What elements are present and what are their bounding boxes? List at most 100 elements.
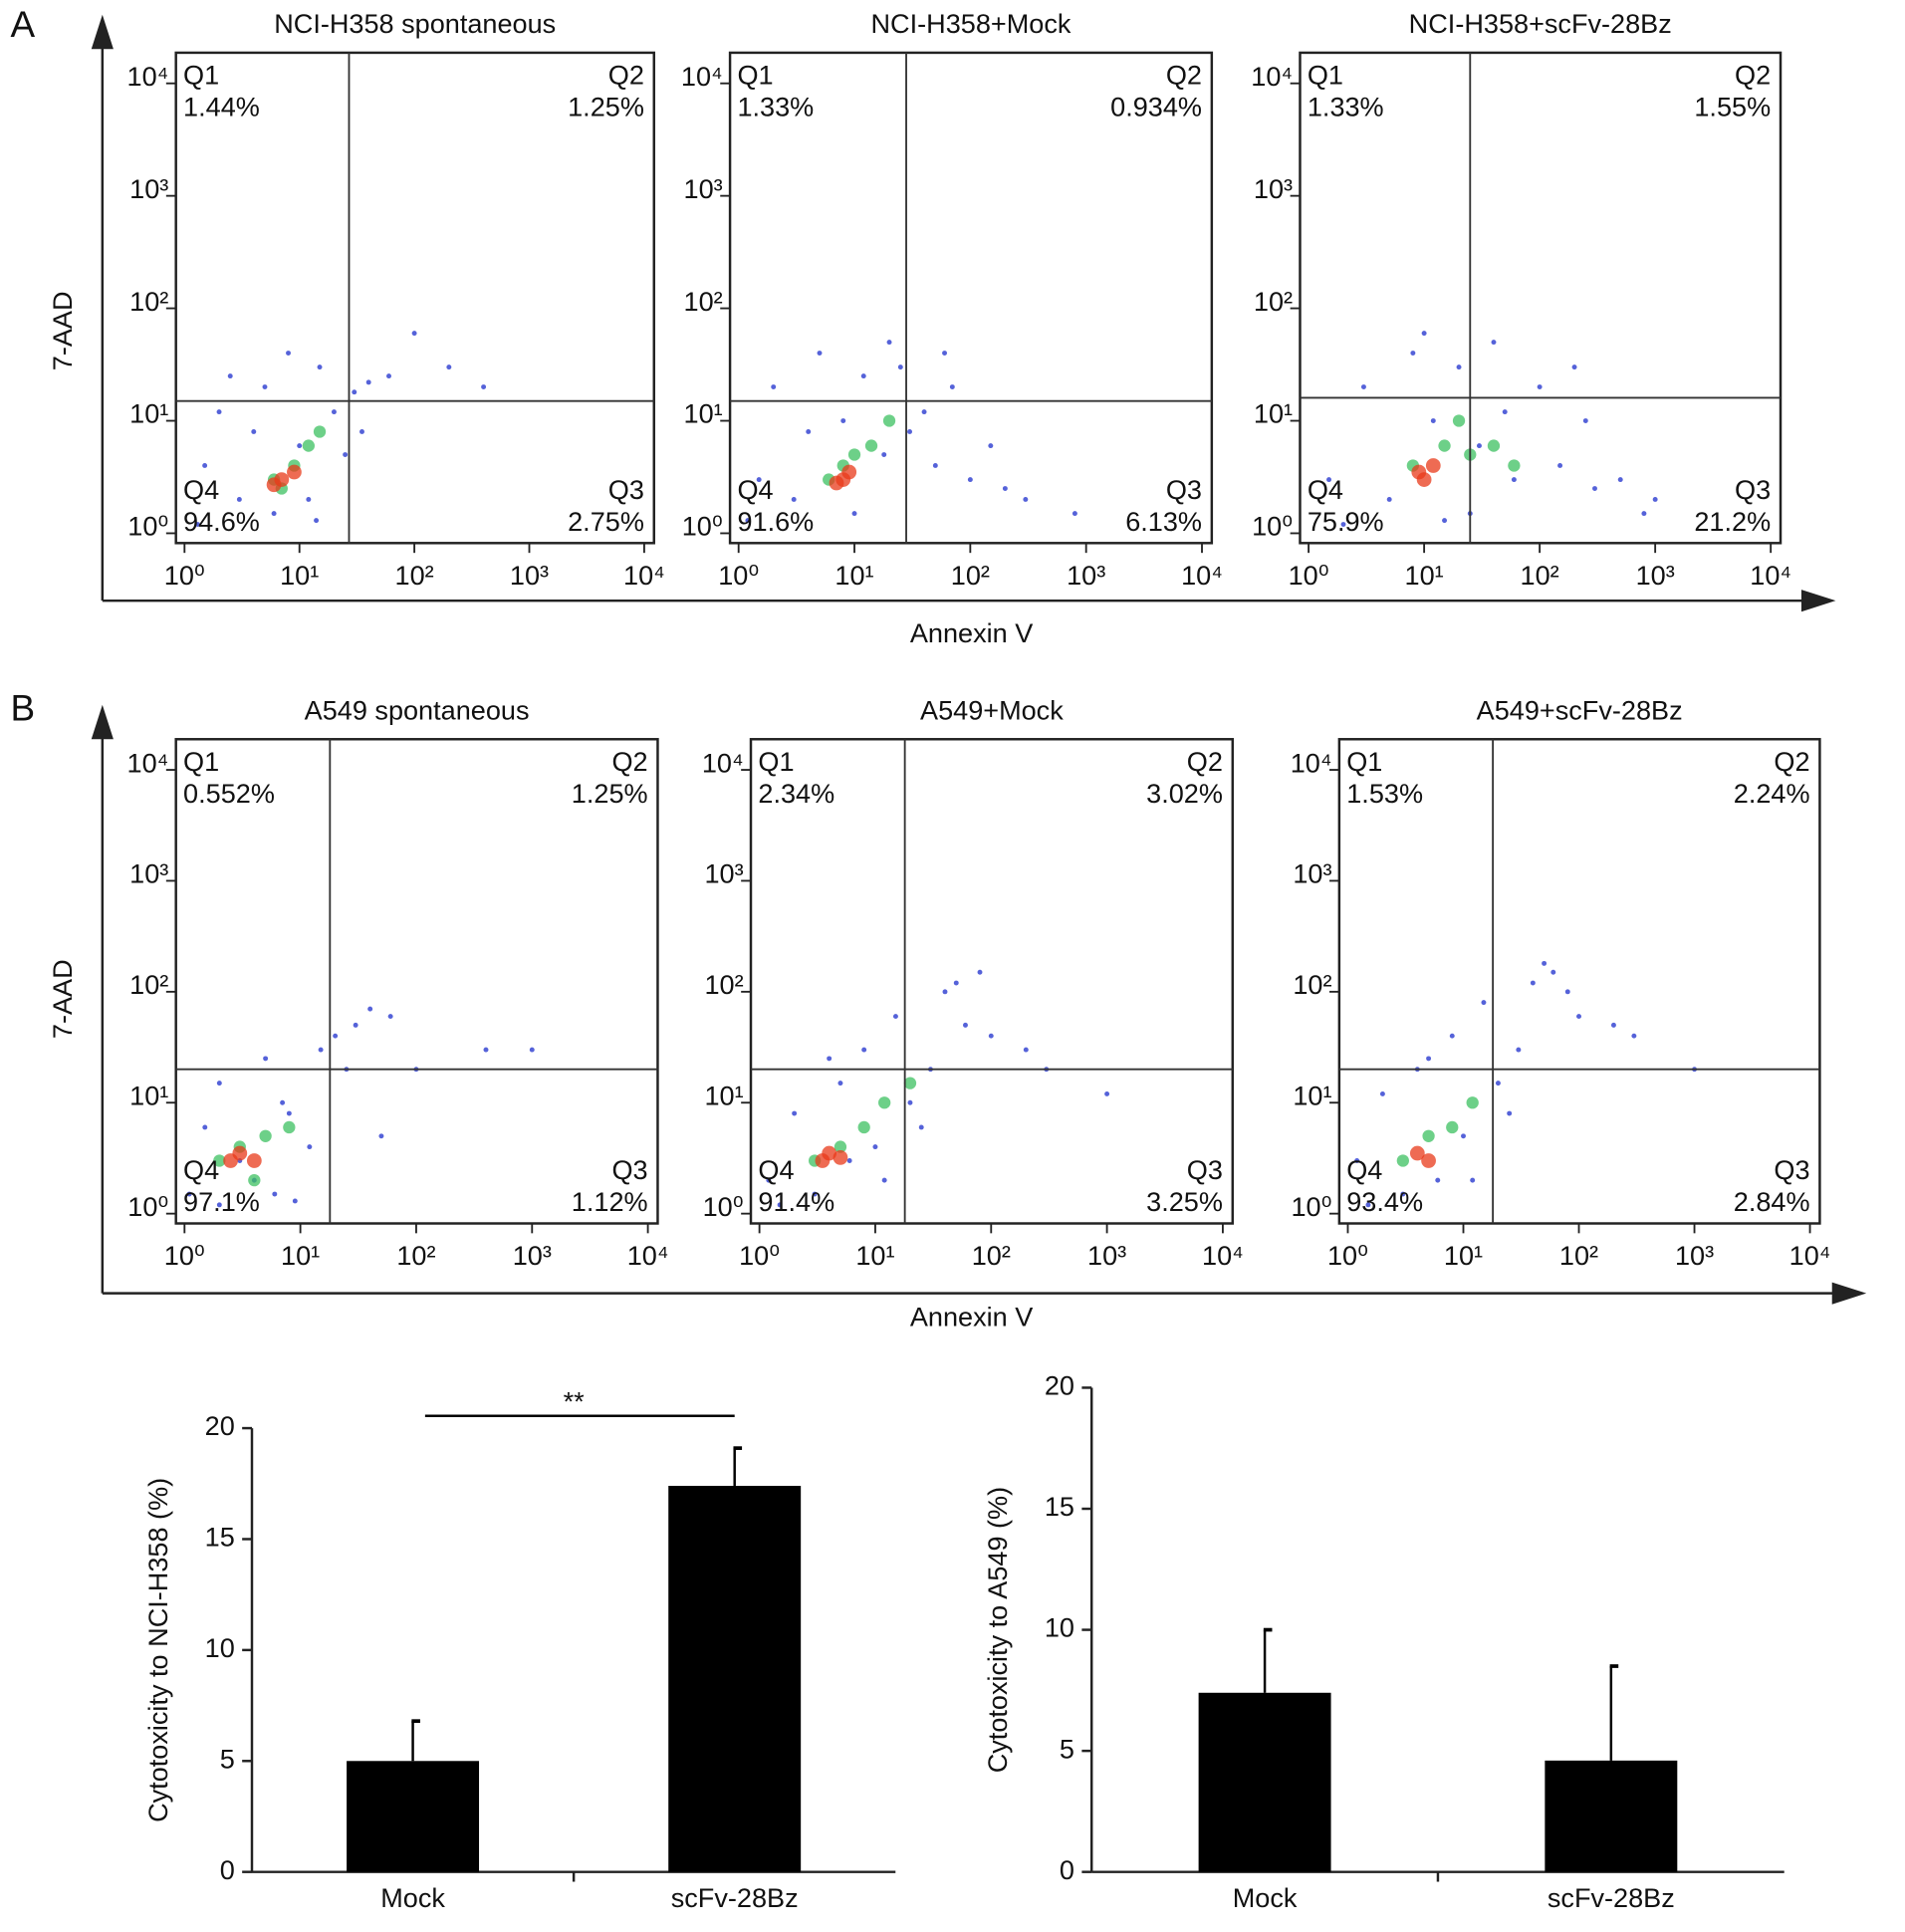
- data-point: [872, 1144, 878, 1150]
- data-point: [318, 1047, 324, 1053]
- x-tick-label: 10¹: [1405, 560, 1444, 591]
- data-point: [202, 463, 208, 468]
- quadrant-percent: 1.33%: [737, 92, 814, 122]
- data-point: [840, 418, 846, 423]
- data-point: [280, 1099, 286, 1105]
- quadrant-percent: 2.34%: [758, 778, 834, 809]
- quadrant-percent: 3.02%: [1146, 778, 1223, 809]
- chart-title: NCI-H358 spontaneous: [274, 8, 556, 39]
- data-point: [815, 1153, 831, 1168]
- data-point: [1023, 1047, 1029, 1053]
- data-point: [271, 511, 277, 517]
- x-tick-label: scFv-28Bz: [671, 1882, 799, 1913]
- arrow-head: [91, 14, 114, 50]
- data-point: [314, 518, 320, 524]
- data-point: [791, 497, 797, 502]
- data-point: [1452, 414, 1466, 427]
- data-point: [886, 340, 892, 346]
- data-point: [745, 518, 751, 524]
- chart-title: NCI-H358+Mock: [871, 8, 1072, 39]
- data-point: [307, 1144, 313, 1150]
- data-point: [988, 1033, 994, 1039]
- quadrant-name: Q3: [1735, 474, 1771, 505]
- quadrant-name: Q4: [758, 1154, 794, 1185]
- y-tick-label: 10³: [684, 173, 723, 204]
- data-point: [918, 1124, 924, 1130]
- data-point: [1104, 1090, 1110, 1096]
- data-point: [1422, 1129, 1435, 1142]
- y-tick-label: 10⁴: [702, 747, 744, 778]
- quadrant-percent: 1.55%: [1694, 92, 1771, 122]
- data-point: [1438, 439, 1451, 452]
- x-tick-label: 10⁰: [164, 1240, 205, 1271]
- data-point: [837, 1081, 843, 1087]
- y-axis-label: Cytotoxicity to NCI-H358 (%): [142, 1478, 173, 1822]
- quadrant-name: Q3: [611, 1154, 647, 1185]
- data-point: [847, 448, 861, 461]
- quadrant-name: Q1: [1308, 60, 1343, 91]
- data-point: [1435, 1177, 1441, 1183]
- data-point: [942, 989, 948, 995]
- x-tick-label: 10⁴: [1750, 560, 1791, 591]
- data-point: [367, 1006, 373, 1012]
- x-tick-label: 10¹: [834, 560, 873, 591]
- y-tick-label: 10¹: [129, 1080, 168, 1110]
- quadrant-percent: 91.4%: [758, 1186, 834, 1217]
- data-point: [771, 384, 777, 389]
- data-point: [1511, 477, 1517, 483]
- quadrant-percent: 2.84%: [1734, 1186, 1810, 1217]
- quadrant-name: Q1: [737, 60, 773, 91]
- data-point: [949, 384, 955, 389]
- data-point: [378, 1133, 384, 1139]
- data-point: [1449, 1033, 1455, 1039]
- data-point: [1396, 1154, 1409, 1167]
- data-point: [1421, 1153, 1436, 1168]
- data-point: [833, 1140, 847, 1153]
- data-point: [1340, 522, 1346, 527]
- data-point: [857, 1120, 870, 1134]
- quadrant-percent: 21.2%: [1694, 506, 1771, 537]
- data-point: [353, 1022, 358, 1028]
- y-tick-label: 10⁰: [1252, 511, 1293, 542]
- data-point: [1652, 497, 1658, 502]
- data-point: [223, 1153, 238, 1168]
- data-point: [411, 331, 417, 337]
- data-point: [286, 1110, 292, 1116]
- data-point: [272, 1191, 278, 1197]
- bar: [347, 1761, 480, 1872]
- data-point: [1508, 459, 1521, 472]
- data-point: [287, 464, 302, 480]
- quadrant-percent: 97.1%: [183, 1186, 260, 1217]
- x-tick-label: Mock: [380, 1882, 445, 1913]
- x-tick-label: 10²: [1521, 560, 1559, 591]
- y-tick-label: 10³: [129, 173, 168, 204]
- data-point: [861, 1047, 867, 1053]
- quadrant-percent: 75.9%: [1308, 506, 1384, 537]
- data-point: [1530, 980, 1536, 986]
- data-point: [194, 522, 200, 527]
- data-point: [317, 364, 323, 370]
- data-point: [262, 384, 268, 389]
- quadrant-percent: 94.6%: [183, 506, 260, 537]
- data-point: [1466, 1096, 1479, 1109]
- data-point: [1487, 439, 1501, 452]
- quadrant-name: Q2: [1166, 60, 1202, 91]
- data-point: [529, 1047, 535, 1053]
- data-point: [1409, 1145, 1425, 1161]
- y-tick-label: 10: [1045, 1612, 1074, 1643]
- data-point: [1495, 1081, 1501, 1087]
- y-tick-label: 10²: [129, 969, 168, 1000]
- chart-title: A549+Mock: [920, 694, 1064, 725]
- quadrant-name: Q2: [1735, 60, 1771, 91]
- y-tick-label: 10²: [1293, 969, 1331, 1000]
- plot-frame: [174, 51, 655, 545]
- data-point: [283, 1120, 296, 1134]
- data-point: [292, 1198, 298, 1204]
- data-point: [387, 1014, 393, 1020]
- data-point: [216, 409, 222, 415]
- data-point: [827, 1056, 833, 1062]
- data-point: [881, 1177, 887, 1183]
- x-tick-label: 10⁴: [627, 1240, 669, 1271]
- data-point: [806, 429, 812, 434]
